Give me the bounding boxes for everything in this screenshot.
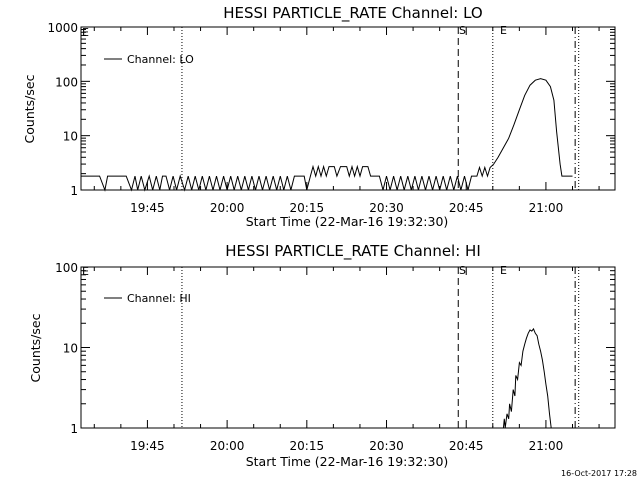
panel-lo [80, 26, 616, 192]
x-tick-label: 20:30 [369, 201, 404, 215]
x-tick-labels-lo: 19:45 20:00 20:15 20:30 20:45 21:00 [130, 201, 563, 215]
y-tick-label: 100 [55, 75, 78, 89]
series-line [81, 78, 573, 192]
y-tick-label: 10 [63, 130, 78, 144]
x-tick-label: 19:45 [130, 439, 165, 453]
corner-label-hi: E [82, 265, 89, 278]
marker-label-s-hi: S [459, 264, 466, 277]
x-axis-label-hi: Start Time (22-Mar-16 19:32:30) [246, 454, 449, 469]
x-tick-label: 20:45 [449, 439, 484, 453]
x-tick-label: 20:15 [290, 201, 325, 215]
corner-label-lo: E [82, 26, 89, 39]
marker-label-s-lo: S [459, 24, 466, 37]
x-tick-label: 20:00 [210, 201, 245, 215]
legend-label-hi: Channel: HI [127, 292, 191, 305]
x-tick-labels-hi: 19:45 20:00 20:15 20:30 20:45 21:00 [130, 439, 563, 453]
x-tick-label: 20:00 [210, 439, 245, 453]
x-tick-label: 20:30 [369, 439, 404, 453]
x-tick-label: 20:45 [449, 201, 484, 215]
plot-frame [80, 26, 616, 191]
marker-label-e-lo: E [500, 24, 507, 37]
series-line [502, 327, 552, 429]
y-tick-label: 1 [70, 184, 78, 198]
x-tick-label: 20:15 [290, 439, 325, 453]
y-axis-label-lo: Counts/sec [22, 74, 37, 143]
chart-title-hi: HESSI PARTICLE_RATE Channel: HI [225, 242, 481, 261]
x-tick-label: 21:00 [529, 439, 564, 453]
y-tick-label: 1 [70, 422, 78, 436]
footer-timestamp: 16-Oct-2017 17:28 [561, 469, 637, 478]
x-tick-label: 19:45 [130, 201, 165, 215]
x-axis-label-lo: Start Time (22-Mar-16 19:32:30) [246, 214, 449, 229]
chart-title-lo: HESSI PARTICLE_RATE Channel: LO [223, 4, 482, 23]
y-tick-label: 1000 [47, 21, 78, 35]
y-axis-label-hi: Counts/sec [28, 313, 43, 382]
x-tick-label: 21:00 [529, 201, 564, 215]
y-tick-labels-hi: 1 10 100 [55, 261, 78, 436]
y-tick-label: 10 [63, 342, 78, 356]
marker-label-e-hi: E [500, 264, 507, 277]
panel-hi [80, 266, 616, 429]
legend-label-lo: Channel: LO [127, 53, 194, 66]
y-tick-labels-lo: 1 10 100 1000 [47, 21, 78, 198]
y-tick-label: 100 [55, 261, 78, 275]
